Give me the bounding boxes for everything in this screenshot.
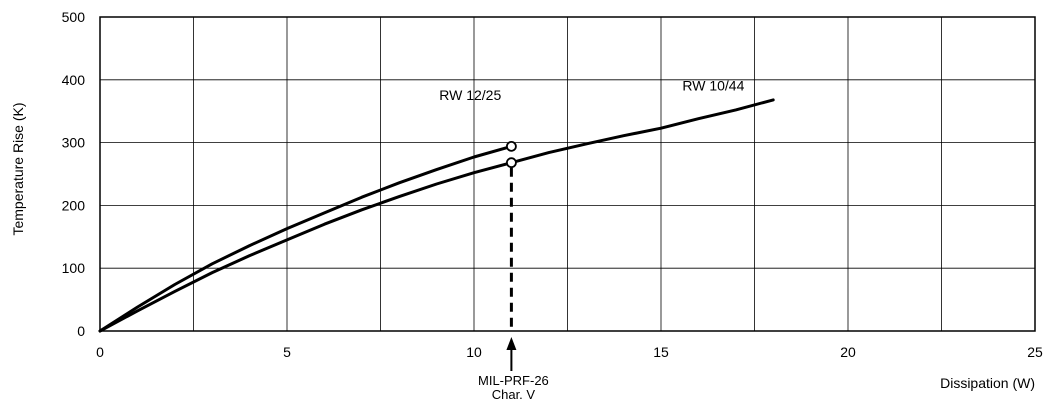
tick-labels: 0 5 10 15 20 25 0 100 200 300 400 500 — [62, 9, 1043, 360]
annotation-line-1: MIL-PRF-26 — [478, 373, 549, 388]
plot-frame — [99, 16, 1036, 332]
y-tick-label: 200 — [62, 197, 86, 213]
arrow-head — [506, 337, 517, 350]
series-end-markers — [505, 140, 517, 169]
series-lines — [98, 98, 775, 333]
y-tick-label: 100 — [62, 260, 86, 276]
x-tick-label: 15 — [653, 344, 669, 360]
x-axis-label: Dissipation (W) — [940, 375, 1035, 391]
y-tick-label: 300 — [62, 135, 86, 151]
x-tick-label: 5 — [283, 344, 291, 360]
x-tick-label: 25 — [1027, 344, 1043, 360]
chart-grid — [100, 17, 1035, 331]
x-tick-label: 0 — [96, 344, 104, 360]
series-labels: RW 12/25 RW 10/44 — [439, 77, 744, 102]
y-tick-label: 0 — [77, 323, 85, 339]
y-tick-label: 500 — [62, 9, 86, 25]
series-line-2 — [98, 98, 775, 333]
annotation-line-2: Char. V — [492, 387, 536, 402]
y-tick-label: 400 — [62, 72, 86, 88]
y-axis-label: Temperature Rise (K) — [10, 102, 26, 235]
series-line-1 — [98, 144, 513, 333]
end-marker-rw-12-25 — [505, 140, 517, 152]
series-label-rw-10-44: RW 10/44 — [682, 77, 744, 93]
x-tick-label: 10 — [466, 344, 482, 360]
x-tick-label: 20 — [840, 344, 856, 360]
series-label-rw-12-25: RW 12/25 — [439, 87, 501, 103]
marker-rw-10-44 — [505, 157, 517, 169]
